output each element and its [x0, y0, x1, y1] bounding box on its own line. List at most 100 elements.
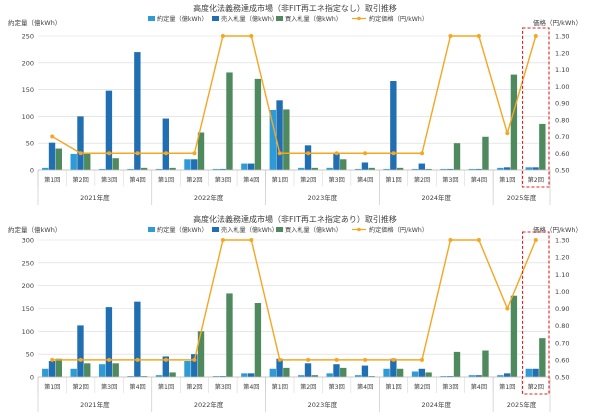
point-contract-price — [448, 238, 453, 242]
point-contract-price — [277, 357, 282, 362]
y-tick-left: 150 — [22, 86, 34, 94]
bar-sell-bids — [105, 90, 113, 170]
year-label: 2023年度 — [308, 193, 338, 202]
x-tick-label: 第2回 — [300, 176, 316, 184]
bar-contract-volume — [326, 167, 333, 170]
bar-contract-volume — [440, 168, 447, 170]
y-tick-left: 200 — [22, 59, 34, 67]
y-tick-right: 1.00 — [555, 83, 569, 91]
bar-contract-volume — [298, 375, 305, 377]
y-tick-left: 300 — [22, 237, 34, 245]
bar-sell-bids — [48, 142, 56, 170]
bar-contract-volume — [525, 368, 532, 377]
highlight-box — [522, 231, 550, 395]
legend-swatch-marker — [357, 227, 361, 232]
bar-sell-bids — [247, 163, 255, 170]
bar-sell-bids — [219, 376, 226, 377]
y-tick-right: 0.90 — [555, 100, 569, 108]
bar-contract-volume — [212, 168, 220, 170]
bar-buy-bids — [340, 367, 347, 377]
point-contract-price — [220, 34, 225, 38]
y-tick-right: 0.70 — [555, 339, 569, 347]
bar-buy-bids — [482, 350, 489, 377]
point-contract-price — [220, 238, 225, 242]
x-tick-label: 第4回 — [471, 383, 487, 391]
point-contract-price — [135, 151, 140, 156]
x-tick-label: 第3回 — [101, 176, 117, 184]
point-contract-price — [249, 34, 254, 38]
bar-buy-bids — [539, 123, 546, 170]
bar-sell-bids — [304, 363, 312, 377]
bar-buy-bids — [55, 358, 62, 377]
bar-sell-bids — [390, 358, 397, 377]
bar-buy-bids — [453, 351, 461, 377]
year-label: 2022年度 — [194, 193, 224, 202]
y-tick-right: 0.70 — [555, 133, 569, 141]
legend-label: 買入札量（億kWh） — [285, 226, 342, 234]
y-tick-right: 1.30 — [555, 33, 569, 41]
bar-contract-volume — [440, 376, 447, 377]
bar-buy-bids — [396, 167, 404, 170]
bar-contract-volume — [155, 375, 163, 377]
bar-buy-bids — [283, 109, 290, 170]
legend-label: 約定価格（円/kWh） — [369, 226, 428, 234]
y-tick-left: 150 — [22, 305, 34, 313]
bar-buy-bids — [283, 367, 290, 377]
bar-buy-bids — [140, 376, 148, 377]
bar-buy-bids — [539, 338, 546, 377]
point-contract-price — [78, 151, 83, 156]
bar-sell-bids — [418, 163, 425, 170]
bar-buy-bids — [169, 167, 176, 170]
bar-buy-bids — [368, 167, 375, 170]
point-contract-price — [420, 151, 424, 156]
bar-buy-bids — [254, 303, 262, 377]
x-tick-label: 第3回 — [329, 176, 345, 184]
point-contract-price — [448, 34, 453, 38]
point-contract-price — [363, 151, 368, 156]
bar-sell-bids — [361, 365, 369, 377]
bar-buy-bids — [55, 148, 62, 170]
x-tick-label: 第2回 — [528, 383, 544, 391]
legend-swatch — [276, 227, 283, 232]
chart-2: 0 50 100 150 200 250 300 0.50 0.60 0.70 0.80 0.90 1.… — [22, 226, 569, 412]
chart-2-title: 高度化法義務達成市場（非FIT再エネ指定あり）取引推移 — [193, 214, 397, 224]
legend-label: 約定量（億kWh） — [157, 226, 208, 234]
x-tick-label: 第1回 — [499, 383, 515, 391]
y-tick-right: 0.60 — [555, 356, 569, 364]
bar-sell-bids — [134, 52, 141, 170]
year-label: 2025年度 — [507, 400, 537, 409]
point-contract-price — [420, 357, 424, 362]
point-contract-price — [505, 131, 510, 136]
point-contract-price — [107, 357, 112, 362]
x-tick-label: 第2回 — [186, 176, 202, 184]
legend-label: 買入札量（億kWh） — [285, 15, 342, 23]
bar-buy-bids — [226, 293, 233, 377]
x-tick-label: 第4回 — [357, 176, 373, 184]
point-contract-price — [78, 357, 83, 362]
bar-buy-bids — [254, 78, 262, 170]
bar-buy-bids — [368, 376, 375, 377]
point-contract-price — [277, 151, 282, 156]
year-label: 2024年度 — [421, 400, 451, 409]
x-tick-label: 第1回 — [158, 176, 174, 184]
bar-contract-volume — [241, 163, 248, 170]
legend-label: 売入札量（億kWh） — [221, 15, 278, 23]
x-tick-label: 第2回 — [414, 383, 430, 391]
bar-buy-bids — [169, 372, 176, 377]
bar-contract-volume — [42, 167, 49, 170]
y-tick-left: 50 — [26, 351, 34, 359]
bar-sell-bids — [191, 354, 198, 377]
x-tick-label: 第2回 — [73, 176, 89, 184]
bar-contract-volume — [127, 168, 134, 170]
x-tick-label: 第3回 — [442, 176, 458, 184]
bar-sell-bids — [361, 162, 369, 170]
bar-contract-volume — [98, 364, 106, 377]
bar-buy-bids — [112, 363, 119, 377]
bar-contract-volume — [326, 373, 333, 377]
bar-contract-volume — [411, 168, 419, 170]
chart-1-ylabel-left: 約定量（億kWh） — [8, 18, 61, 27]
bar-contract-volume — [269, 368, 276, 377]
bar-sell-bids — [77, 325, 84, 377]
bar-contract-volume — [70, 153, 77, 170]
bar-sell-bids — [191, 159, 198, 170]
